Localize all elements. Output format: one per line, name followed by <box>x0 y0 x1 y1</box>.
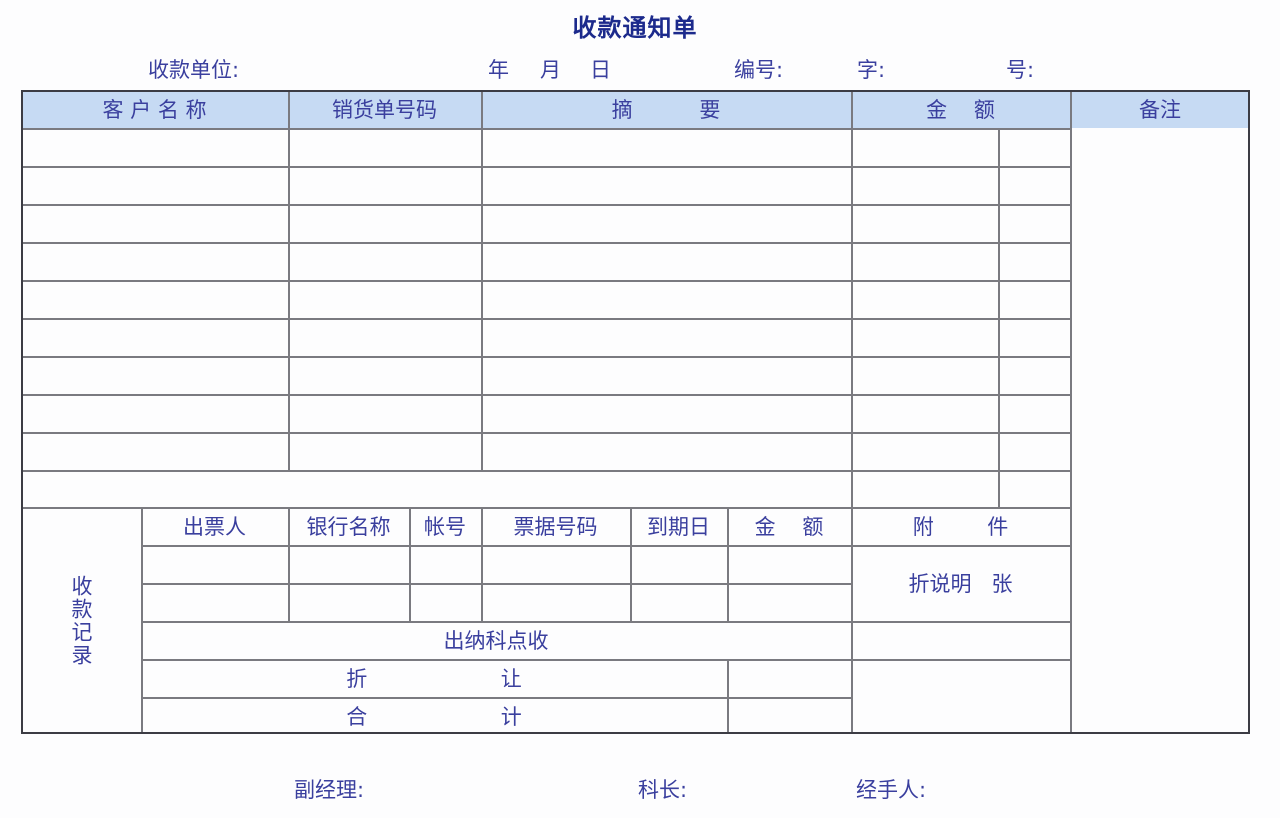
payment-record-label: 收款记录 <box>21 507 141 734</box>
grid-line <box>141 545 1070 547</box>
col-bank-name: 银行名称 <box>306 515 391 539</box>
form-title: 收款通知单 <box>572 14 698 42</box>
grid-line <box>21 204 1070 206</box>
col-due-date: 到期日 <box>647 515 710 539</box>
year-label: 年 <box>488 58 509 82</box>
attachment-note: 折说明 张 <box>908 572 1013 596</box>
grid-line <box>21 470 1070 472</box>
grid-line <box>21 394 1070 396</box>
payee-unit-label: 收款单位: <box>148 58 240 82</box>
grid-line <box>409 507 411 621</box>
grid-line <box>288 507 290 621</box>
char-label: 字: <box>857 58 886 82</box>
col-account: 帐号 <box>424 515 466 539</box>
grid-line <box>21 318 1070 320</box>
grid-line <box>998 128 1000 507</box>
header-remarks: 备注 <box>1139 98 1181 122</box>
handler-label: 经手人: <box>856 778 927 802</box>
month-label: 月 <box>540 58 561 82</box>
no-label: 号: <box>1006 58 1035 82</box>
grid-line <box>21 432 1070 434</box>
table-border <box>21 90 1250 734</box>
attachment-label: 附 件 <box>912 515 1009 539</box>
grid-line <box>21 242 1070 244</box>
grid-line <box>21 166 1070 168</box>
header-amount: 金 额 <box>926 98 995 122</box>
grid-line <box>630 507 632 621</box>
grid-line <box>21 280 1070 282</box>
section-chief-label: 科长: <box>638 778 688 802</box>
grid-line <box>1070 90 1072 734</box>
discount-label: 折 让 <box>346 667 522 691</box>
deputy-manager-label: 副经理: <box>294 778 365 802</box>
grid-line <box>727 659 729 734</box>
day-label: 日 <box>590 58 611 82</box>
table-header-background <box>21 90 1250 128</box>
cashier-check-label: 出纳科点收 <box>443 629 549 653</box>
number-label: 编号: <box>734 58 784 82</box>
header-sales-order-no: 销货单号码 <box>332 98 437 122</box>
grid-line <box>141 621 1070 623</box>
grid-line <box>21 356 1070 358</box>
col-amount: 金 额 <box>754 515 824 539</box>
grid-line <box>851 90 853 734</box>
payment-record-text: 收款记录 <box>69 574 93 667</box>
grid-line <box>141 659 1070 661</box>
grid-line <box>21 507 1070 509</box>
grid-line <box>727 507 729 621</box>
grid-line <box>21 128 1070 130</box>
grid-line <box>141 583 851 585</box>
header-summary: 摘 要 <box>611 98 721 122</box>
col-drawer: 出票人 <box>183 515 246 539</box>
grid-line <box>141 697 851 699</box>
grid-line <box>481 507 483 621</box>
grid-line <box>141 507 143 734</box>
total-label: 合 计 <box>346 704 522 729</box>
grid-line <box>481 90 483 470</box>
header-customer-name: 客 户 名 称 <box>102 98 207 122</box>
grid-line <box>288 90 290 470</box>
col-bill-no: 票据号码 <box>513 515 598 539</box>
